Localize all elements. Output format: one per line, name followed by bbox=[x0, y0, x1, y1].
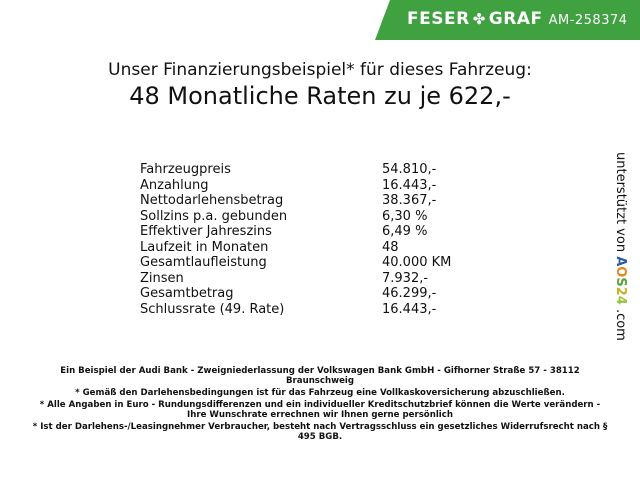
table-row: Fahrzeugpreis 54.810,- bbox=[140, 162, 460, 178]
domain-suffix: .com bbox=[613, 308, 628, 341]
table-row: Zinsen 7.932,- bbox=[140, 271, 460, 287]
row-value: 16.443,- bbox=[382, 301, 437, 317]
row-value: 38.367,- bbox=[382, 193, 437, 208]
row-label: Schlussrate (49. Rate) bbox=[140, 301, 285, 317]
brand-name-left: FESER bbox=[407, 9, 470, 29]
aos24-logo: AOS24 bbox=[613, 256, 628, 305]
row-label: Fahrzeugpreis bbox=[140, 162, 231, 177]
row-value: 54.810,- bbox=[382, 162, 437, 177]
row-label: Nettodarlehensbetrag bbox=[140, 193, 284, 208]
row-label: Effektiver Jahreszins bbox=[140, 224, 272, 239]
disclaimer-line: Ein Beispiel der Audi Bank - Zweignieder… bbox=[60, 366, 580, 386]
row-value: 6,30 % bbox=[382, 208, 428, 224]
row-value: 46.299,- bbox=[382, 286, 437, 301]
financing-table: Fahrzeugpreis 54.810,- Anzahlung 16.443,- Ne… bbox=[140, 162, 460, 317]
row-value: 7.932,- bbox=[382, 270, 429, 286]
clover-icon: ✤ bbox=[472, 10, 486, 28]
monthly-rate-heading: 48 Monatliche Raten zu je 622,- bbox=[129, 82, 511, 110]
disclaimer-line: * Alle Angaben in Euro - Rundungsdiffere… bbox=[39, 400, 601, 420]
brand-logo: FESER ✤ GRAF AM-258374 bbox=[407, 9, 628, 29]
row-label: Zinsen bbox=[140, 270, 184, 286]
financing-heading: Unser Finanzierungsbeispiel* für dieses … bbox=[108, 60, 532, 80]
row-label: Gesamtbetrag bbox=[140, 286, 234, 301]
supported-by: unterstützt von AOS24 .com bbox=[613, 152, 628, 341]
disclaimer-line: * Ist der Darlehens-/Leasingnehmer Verbr… bbox=[32, 422, 608, 442]
brand-banner bbox=[375, 0, 640, 40]
row-value: 6,49 % bbox=[382, 224, 428, 239]
disclaimer: Ein Beispiel der Audi Bank - Zweignieder… bbox=[30, 366, 610, 444]
brand-name-right: GRAF bbox=[488, 9, 543, 29]
ad-id: AM-258374 bbox=[548, 13, 628, 28]
table-row: Nettodarlehensbetrag 38.367,- bbox=[140, 193, 460, 209]
table-row: Gesamtlaufleistung 40.000 KM bbox=[140, 255, 460, 271]
row-value: 40.000 KM bbox=[382, 255, 452, 270]
table-row: Laufzeit in Monaten 48 bbox=[140, 240, 460, 256]
row-label: Anzahlung bbox=[140, 177, 209, 193]
table-row: Schlussrate (49. Rate) 16.443,- bbox=[140, 302, 460, 318]
row-value: 16.443,- bbox=[382, 177, 437, 193]
table-row: Effektiver Jahreszins 6,49 % bbox=[140, 224, 460, 240]
row-label: Laufzeit in Monaten bbox=[140, 239, 269, 255]
row-label: Gesamtlaufleistung bbox=[140, 255, 267, 270]
row-value: 48 bbox=[382, 239, 399, 255]
supported-by-text: unterstützt von bbox=[613, 152, 628, 253]
disclaimer-line: * Gemäß den Darlehensbedingungen ist für… bbox=[75, 388, 565, 398]
table-row: Anzahlung 16.443,- bbox=[140, 178, 460, 194]
table-row: Sollzins p.a. gebunden 6,30 % bbox=[140, 209, 460, 225]
row-label: Sollzins p.a. gebunden bbox=[140, 208, 288, 224]
table-row: Gesamtbetrag 46.299,- bbox=[140, 286, 460, 302]
